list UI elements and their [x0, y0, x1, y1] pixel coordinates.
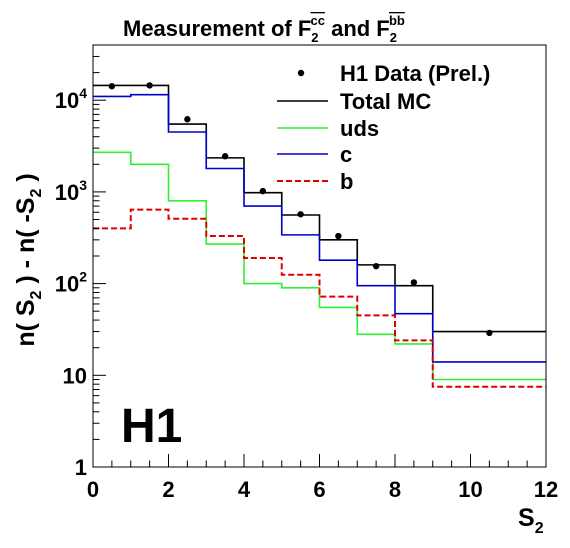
- series-c: [93, 93, 546, 363]
- series-layer: [93, 82, 546, 388]
- y-tick-label: 104: [55, 85, 87, 113]
- y-tick-exponent: 3: [79, 177, 87, 193]
- x-tick-label: 8: [389, 477, 401, 502]
- y-tick-base: 10: [55, 272, 79, 297]
- legend-label: H1 Data (Prel.): [340, 61, 490, 86]
- x-tick-label: 6: [313, 477, 325, 502]
- y-label-sub-1: 2: [28, 290, 45, 299]
- y-tick-exponent: 4: [79, 85, 87, 101]
- title-middle: and F: [325, 16, 390, 41]
- data-point: [335, 232, 342, 240]
- x-tick-label: 4: [238, 477, 251, 502]
- legend-label: Total MC: [340, 89, 431, 114]
- title-prefix: Measurement of F: [123, 16, 311, 41]
- series-uds: [93, 151, 546, 381]
- series-b: [93, 208, 546, 388]
- step-line: [93, 151, 546, 381]
- legend-marker: [297, 69, 305, 77]
- y-label-part-2: ) - n( -S: [12, 198, 40, 291]
- y-tick-exponent: 2: [79, 269, 87, 285]
- x-tick-label: 10: [458, 477, 482, 502]
- y-tick-label: 103: [55, 177, 87, 205]
- data-point: [486, 329, 493, 337]
- x-axis-label: S2: [518, 504, 544, 537]
- title-sup-2: bb: [389, 13, 405, 28]
- x-tick-label: 2: [162, 477, 174, 502]
- y-tick-label: 1: [75, 455, 87, 480]
- title-sup-1: cc: [311, 13, 325, 28]
- data-point: [184, 116, 191, 123]
- legend-label: uds: [340, 116, 379, 141]
- y-tick-base: 10: [55, 180, 79, 205]
- legend-label: b: [340, 169, 353, 194]
- step-line: [93, 93, 546, 363]
- y-tick-base: 10: [55, 88, 79, 113]
- chart-title: Measurement of F2cc and F2bb: [123, 13, 405, 45]
- y-label-sub-2: 2: [28, 189, 45, 198]
- legend-label: c: [340, 142, 352, 167]
- step-line: [93, 208, 546, 388]
- data-point: [410, 279, 418, 286]
- title-sub-1: 2: [311, 30, 318, 45]
- data-point: [372, 262, 380, 270]
- y-label-part-3: ): [12, 173, 40, 188]
- x-label-main: S: [518, 504, 535, 532]
- h1-annotation: H1: [121, 400, 182, 453]
- x-tick-label: 12: [534, 477, 558, 502]
- y-tick-label: 10: [63, 363, 87, 388]
- x-label-sub: 2: [535, 520, 544, 537]
- title-sub-2: 2: [390, 30, 397, 45]
- data-point: [108, 83, 116, 90]
- y-tick-label: 102: [55, 269, 87, 297]
- y-axis-label: n( S2 ) - n( -S2 ): [12, 173, 45, 346]
- y-label-part-1: n( S: [12, 299, 40, 346]
- x-tick-label: 0: [87, 477, 99, 502]
